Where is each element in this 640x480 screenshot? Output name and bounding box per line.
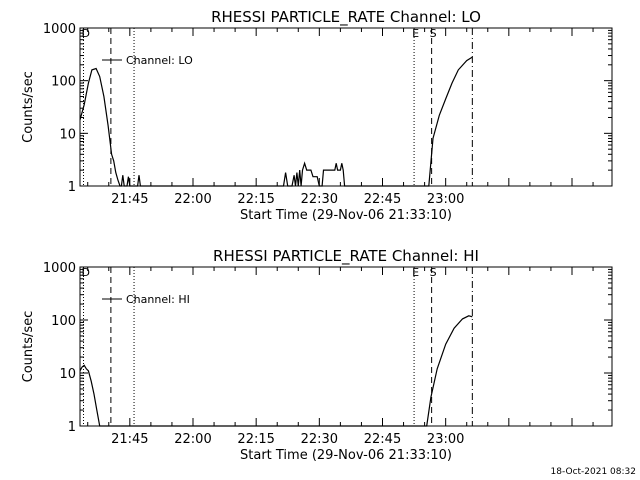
y-tick-label-1: 100: [51, 314, 76, 329]
x-tick-label-0: 22:00: [174, 192, 211, 207]
y-tick-label-0: 100: [51, 75, 76, 90]
chart-title-0: RHESSI PARTICLE_RATE Channel: LO: [211, 8, 481, 27]
y-tick-label-0: 1000: [43, 22, 76, 37]
x-tick-label-1: 23:00: [427, 432, 464, 447]
x-tick-label-1: 22:00: [174, 432, 211, 447]
marker-label-0-3: E: [412, 27, 419, 40]
y-tick-label-0: 1: [68, 180, 76, 195]
plot-frame-0: [79, 27, 613, 187]
x-axis-label-1: Start Time (29-Nov-06 21:33:10): [240, 448, 452, 463]
marker-label-1-3: E: [412, 266, 419, 279]
x-tick-label-0: 22:30: [301, 192, 338, 207]
x-tick-label-1: 21:45: [111, 432, 148, 447]
plot-frame-1: [79, 266, 613, 427]
chart-title-1: RHESSI PARTICLE_RATE Channel: HI: [213, 247, 479, 266]
marker-label-0-0: D: [82, 27, 90, 40]
x-axis-label-0: Start Time (29-Nov-06 21:33:10): [240, 208, 452, 223]
marker-label-1-4: S: [430, 266, 437, 279]
series-line-0-0: [79, 56, 473, 187]
y-tick-label-1: 10: [59, 367, 76, 382]
footer-timestamp: 18-Oct-2021 08:32: [551, 467, 636, 477]
series-line-1-0: [79, 315, 473, 427]
x-tick-label-1: 22:15: [237, 432, 274, 447]
marker-label-1-0: D: [82, 266, 90, 279]
y-tick-label-0: 10: [59, 127, 76, 142]
x-tick-label-0: 23:00: [427, 192, 464, 207]
y-axis-label-1: Counts/sec: [21, 311, 36, 383]
x-tick-label-1: 22:30: [301, 432, 338, 447]
x-tick-label-0: 22:45: [364, 192, 401, 207]
marker-label-0-4: S: [430, 27, 437, 40]
legend-label-1: Channel: HI: [126, 293, 190, 306]
x-tick-label-1: 22:45: [364, 432, 401, 447]
x-tick-label-0: 22:15: [237, 192, 274, 207]
y-axis-label-0: Counts/sec: [21, 71, 36, 143]
y-tick-label-1: 1: [68, 420, 76, 435]
x-tick-label-0: 21:45: [111, 192, 148, 207]
legend-label-0: Channel: LO: [126, 54, 193, 67]
y-tick-label-1: 1000: [43, 261, 76, 276]
